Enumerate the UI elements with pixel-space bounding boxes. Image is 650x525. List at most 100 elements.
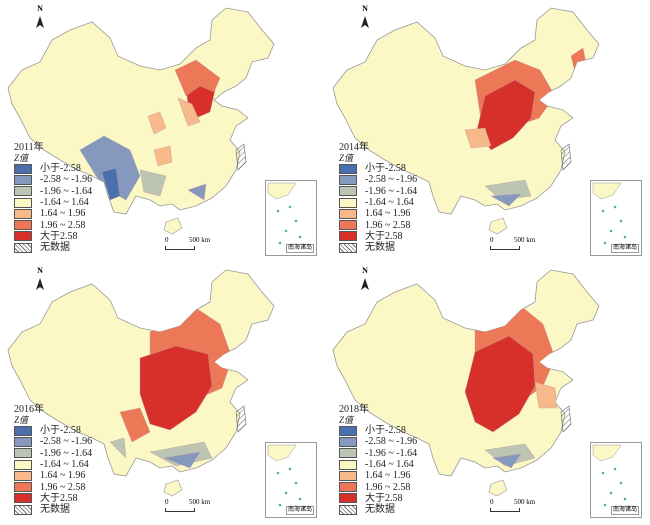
region-class-4 [147,111,167,135]
legend-label: 1.96 ~ 2.58 [365,481,411,493]
legend-label: 1.64 ~ 1.96 [365,208,411,220]
legend-label: 小于-2.58 [365,163,406,175]
legend-swatch [339,231,357,242]
legend-swatch [339,220,357,231]
legend: 2014年 Z值 小于-2.58 -2.58 ~ -1.96 -1.96 ~ -1.6… [339,142,417,253]
hainan [488,479,508,497]
legend-label: -1.64 ~ 1.64 [40,197,89,209]
scale-km: 500 km [189,236,211,244]
legend-swatch [14,231,32,242]
legend-item: -1.96 ~ -1.64 [14,448,92,459]
legend-item: 无数据 [14,504,92,515]
legend-label: 1.96 ~ 2.58 [40,219,86,231]
legend-swatch [339,425,357,436]
region-class-6 [464,335,536,433]
panel-year: 2018年 [339,404,369,415]
legend-label: -2.58 ~ -1.96 [40,436,93,448]
taiwan-no-data [235,405,247,433]
legend-item: 无数据 [14,242,92,253]
region-class-1 [163,451,201,469]
legend-item: 1.64 ~ 1.96 [339,470,417,481]
legend: 2016年 Z值 小于-2.58 -2.58 ~ -1.96 -1.96 ~ -1.6… [14,404,92,515]
region-class-6 [139,345,213,431]
panel-year: 2011年 [14,142,44,153]
legend-item: -1.64 ~ 1.64 [14,459,92,470]
legend-item: -1.96 ~ -1.64 [339,186,417,197]
legend-swatch [339,436,357,447]
legend-label: 无数据 [365,242,395,254]
legend-label: -1.64 ~ 1.64 [40,459,89,471]
legend-swatch [14,186,32,197]
scale-zero: 0 [490,236,494,244]
legend-label: 大于2.58 [365,230,403,242]
legend-label: 1.64 ~ 1.96 [40,470,86,482]
legend-title: Z值 [339,153,354,163]
legend-label: 1.96 ~ 2.58 [365,219,411,231]
legend-item: 大于2.58 [14,231,92,242]
region-class-4 [177,97,201,127]
region-class-4 [153,145,173,167]
legend-swatch [339,482,357,493]
legend-item: 1.96 ~ 2.58 [339,219,417,231]
legend-label: 小于-2.58 [365,425,406,437]
legend-item: 无数据 [339,504,417,515]
legend-swatch [14,220,32,231]
inset-label: 南海诸岛 [610,506,639,515]
legend-swatch [339,493,357,504]
legend-swatch [339,448,357,459]
legend-item: -2.58 ~ -1.96 [339,174,417,185]
scale-zero: 0 [165,498,169,506]
legend-label: -1.96 ~ -1.64 [365,447,418,459]
legend-label: -1.64 ~ 1.64 [365,459,414,471]
south-china-sea-inset: 南海诸岛 [590,180,642,256]
legend-title: Z值 [14,415,29,425]
legend-label: -1.96 ~ -1.64 [40,447,93,459]
north-label: N [37,4,43,13]
region-class-0 [101,167,121,201]
north-label: N [362,266,368,275]
legend-swatch [14,459,32,470]
legend-label: -1.96 ~ -1.64 [40,185,93,197]
region-class-1 [79,135,141,201]
map-panel-2018: N 2018年 Z值 小于-2.58 -2.58 ~ -1.96 -1.96 ~ -1.… [325,262,650,524]
inset-label: 南海诸岛 [610,244,639,253]
legend: 2018年 Z值 小于-2.58 -2.58 ~ -1.96 -1.96 ~ -1.6… [339,404,417,515]
north-arrow-icon [361,16,369,28]
legend-label: 无数据 [40,504,70,516]
map-panel-2011: N 2011年 Z值 小于-2.58 -2.58 ~ -1.96 -1.96 ~ -1.… [0,0,325,262]
legend-swatch [14,482,32,493]
legend-item: 小于-2.58 [339,425,417,436]
legend-swatch [14,504,32,515]
china-map [332,7,600,235]
legend-label: 小于-2.58 [40,163,81,175]
legend: 2011年 Z值 小于-2.58 -2.58 ~ -1.96 -1.96 ~ -1.6… [14,142,92,253]
legend-label: -1.96 ~ -1.64 [365,185,418,197]
region-class-1 [492,453,522,469]
region-class-1 [490,193,522,207]
legend-item: 无数据 [339,242,417,253]
south-china-sea-inset: 南海诸岛 [265,442,317,518]
panel-year: 2016年 [14,404,44,415]
region-class-5 [119,407,151,443]
hainan [488,217,508,235]
south-china-sea-inset: 南海诸岛 [590,442,642,518]
legend-label: 1.96 ~ 2.58 [40,481,86,493]
legend-title: Z值 [339,415,354,425]
legend-item: 大于2.58 [339,493,417,504]
legend-swatch [339,242,357,253]
legend-item: 1.96 ~ 2.58 [14,219,92,231]
scale-bar: 0 500 km [490,236,550,252]
legend-label: 1.64 ~ 1.96 [40,208,86,220]
region-class-1 [187,183,207,201]
legend-title: Z值 [14,153,29,163]
legend-swatch [339,504,357,515]
legend-item: 1.96 ~ 2.58 [14,481,92,493]
scale-zero: 0 [490,498,494,506]
china-map [7,7,275,235]
legend-swatch [339,186,357,197]
inset-label: 南海诸岛 [285,244,314,253]
inset-label: 南海诸岛 [285,506,314,515]
legend-item: 1.64 ~ 1.96 [339,208,417,219]
legend-item: 1.64 ~ 1.96 [14,208,92,219]
region-class-5 [174,59,221,97]
